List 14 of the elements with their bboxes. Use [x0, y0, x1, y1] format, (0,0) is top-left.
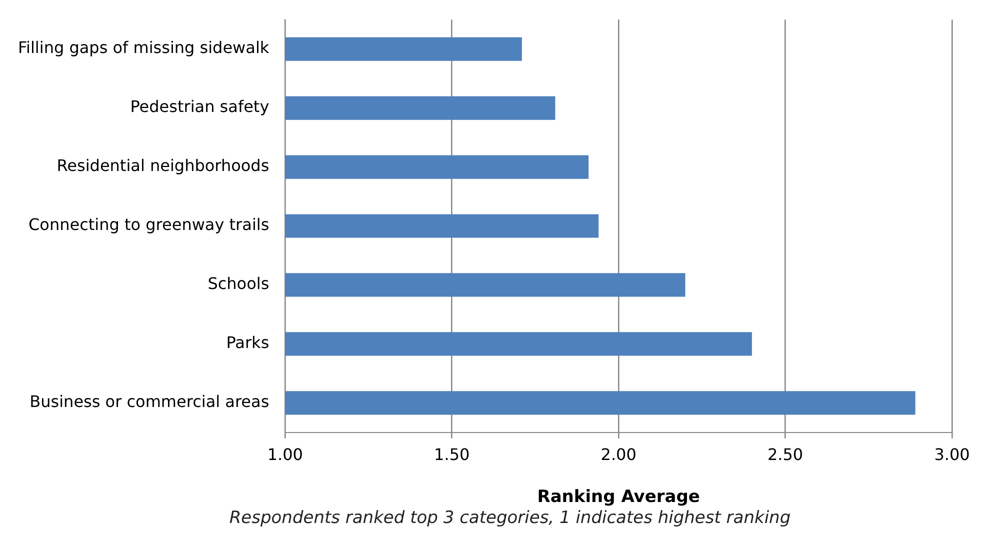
y-tick-label: Schools — [208, 274, 270, 294]
x-tick-label: 2.50 — [767, 445, 804, 464]
y-tick-label: Connecting to greenway trails — [28, 215, 270, 234]
y-tick-label: Filling gaps of missing sidewalk — [18, 38, 270, 58]
text: Respondents ranked top 3 categories, 1 indicates highest ranking — [228, 508, 792, 528]
y-tick-label: Pedestrian safety — [130, 97, 270, 116]
y-tick-label: Parks — [226, 333, 270, 352]
y-tick-label: Residential neighborhoods — [56, 156, 270, 176]
x-tick-label: 1.50 — [434, 445, 470, 464]
x-axis-title: Ranking Average — [537, 487, 700, 508]
x-tick-label: 1.00 — [267, 445, 303, 464]
x-tick-label: 2.00 — [600, 445, 636, 464]
x-tick-label: 3.00 — [934, 445, 970, 464]
y-tick-label: Business or commercial areas — [30, 392, 270, 412]
